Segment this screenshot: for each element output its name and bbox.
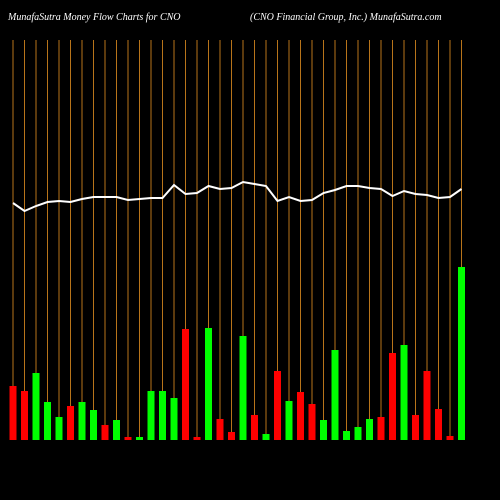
bar	[216, 419, 224, 440]
bar	[308, 404, 316, 440]
bar	[124, 437, 132, 440]
bar	[9, 386, 17, 440]
price-line	[12, 180, 463, 213]
bar	[78, 402, 86, 440]
bar	[331, 350, 339, 440]
bar	[400, 345, 408, 440]
bar	[101, 425, 109, 440]
bar	[228, 432, 235, 440]
bar	[389, 353, 396, 440]
bar	[274, 371, 281, 440]
bar	[32, 373, 40, 440]
bar	[423, 371, 431, 440]
bar	[285, 401, 293, 440]
bar	[193, 437, 201, 440]
bar	[147, 391, 155, 440]
bar	[354, 427, 362, 440]
bar	[297, 392, 304, 440]
bar	[377, 417, 385, 440]
bar	[67, 406, 74, 440]
bar	[366, 419, 373, 440]
chart-subtitle: (CNO Financial Group, Inc.) MunafaSutra.…	[250, 12, 442, 23]
bar	[435, 409, 442, 440]
bar	[113, 420, 120, 440]
bar	[320, 420, 327, 440]
bar	[21, 391, 28, 440]
bar	[262, 434, 270, 440]
bar	[239, 336, 247, 440]
bar	[159, 391, 166, 440]
bar	[412, 415, 419, 440]
bar	[44, 402, 51, 440]
bar	[136, 437, 143, 440]
bar	[55, 417, 63, 440]
chart-title: MunafaSutra Money Flow Charts for CNO	[7, 12, 181, 23]
bar	[90, 410, 97, 440]
bar	[251, 415, 258, 440]
bar	[182, 329, 189, 440]
bar	[170, 398, 178, 440]
bar	[458, 267, 465, 440]
bar	[343, 431, 350, 440]
bar	[205, 328, 212, 440]
bar	[446, 436, 454, 440]
